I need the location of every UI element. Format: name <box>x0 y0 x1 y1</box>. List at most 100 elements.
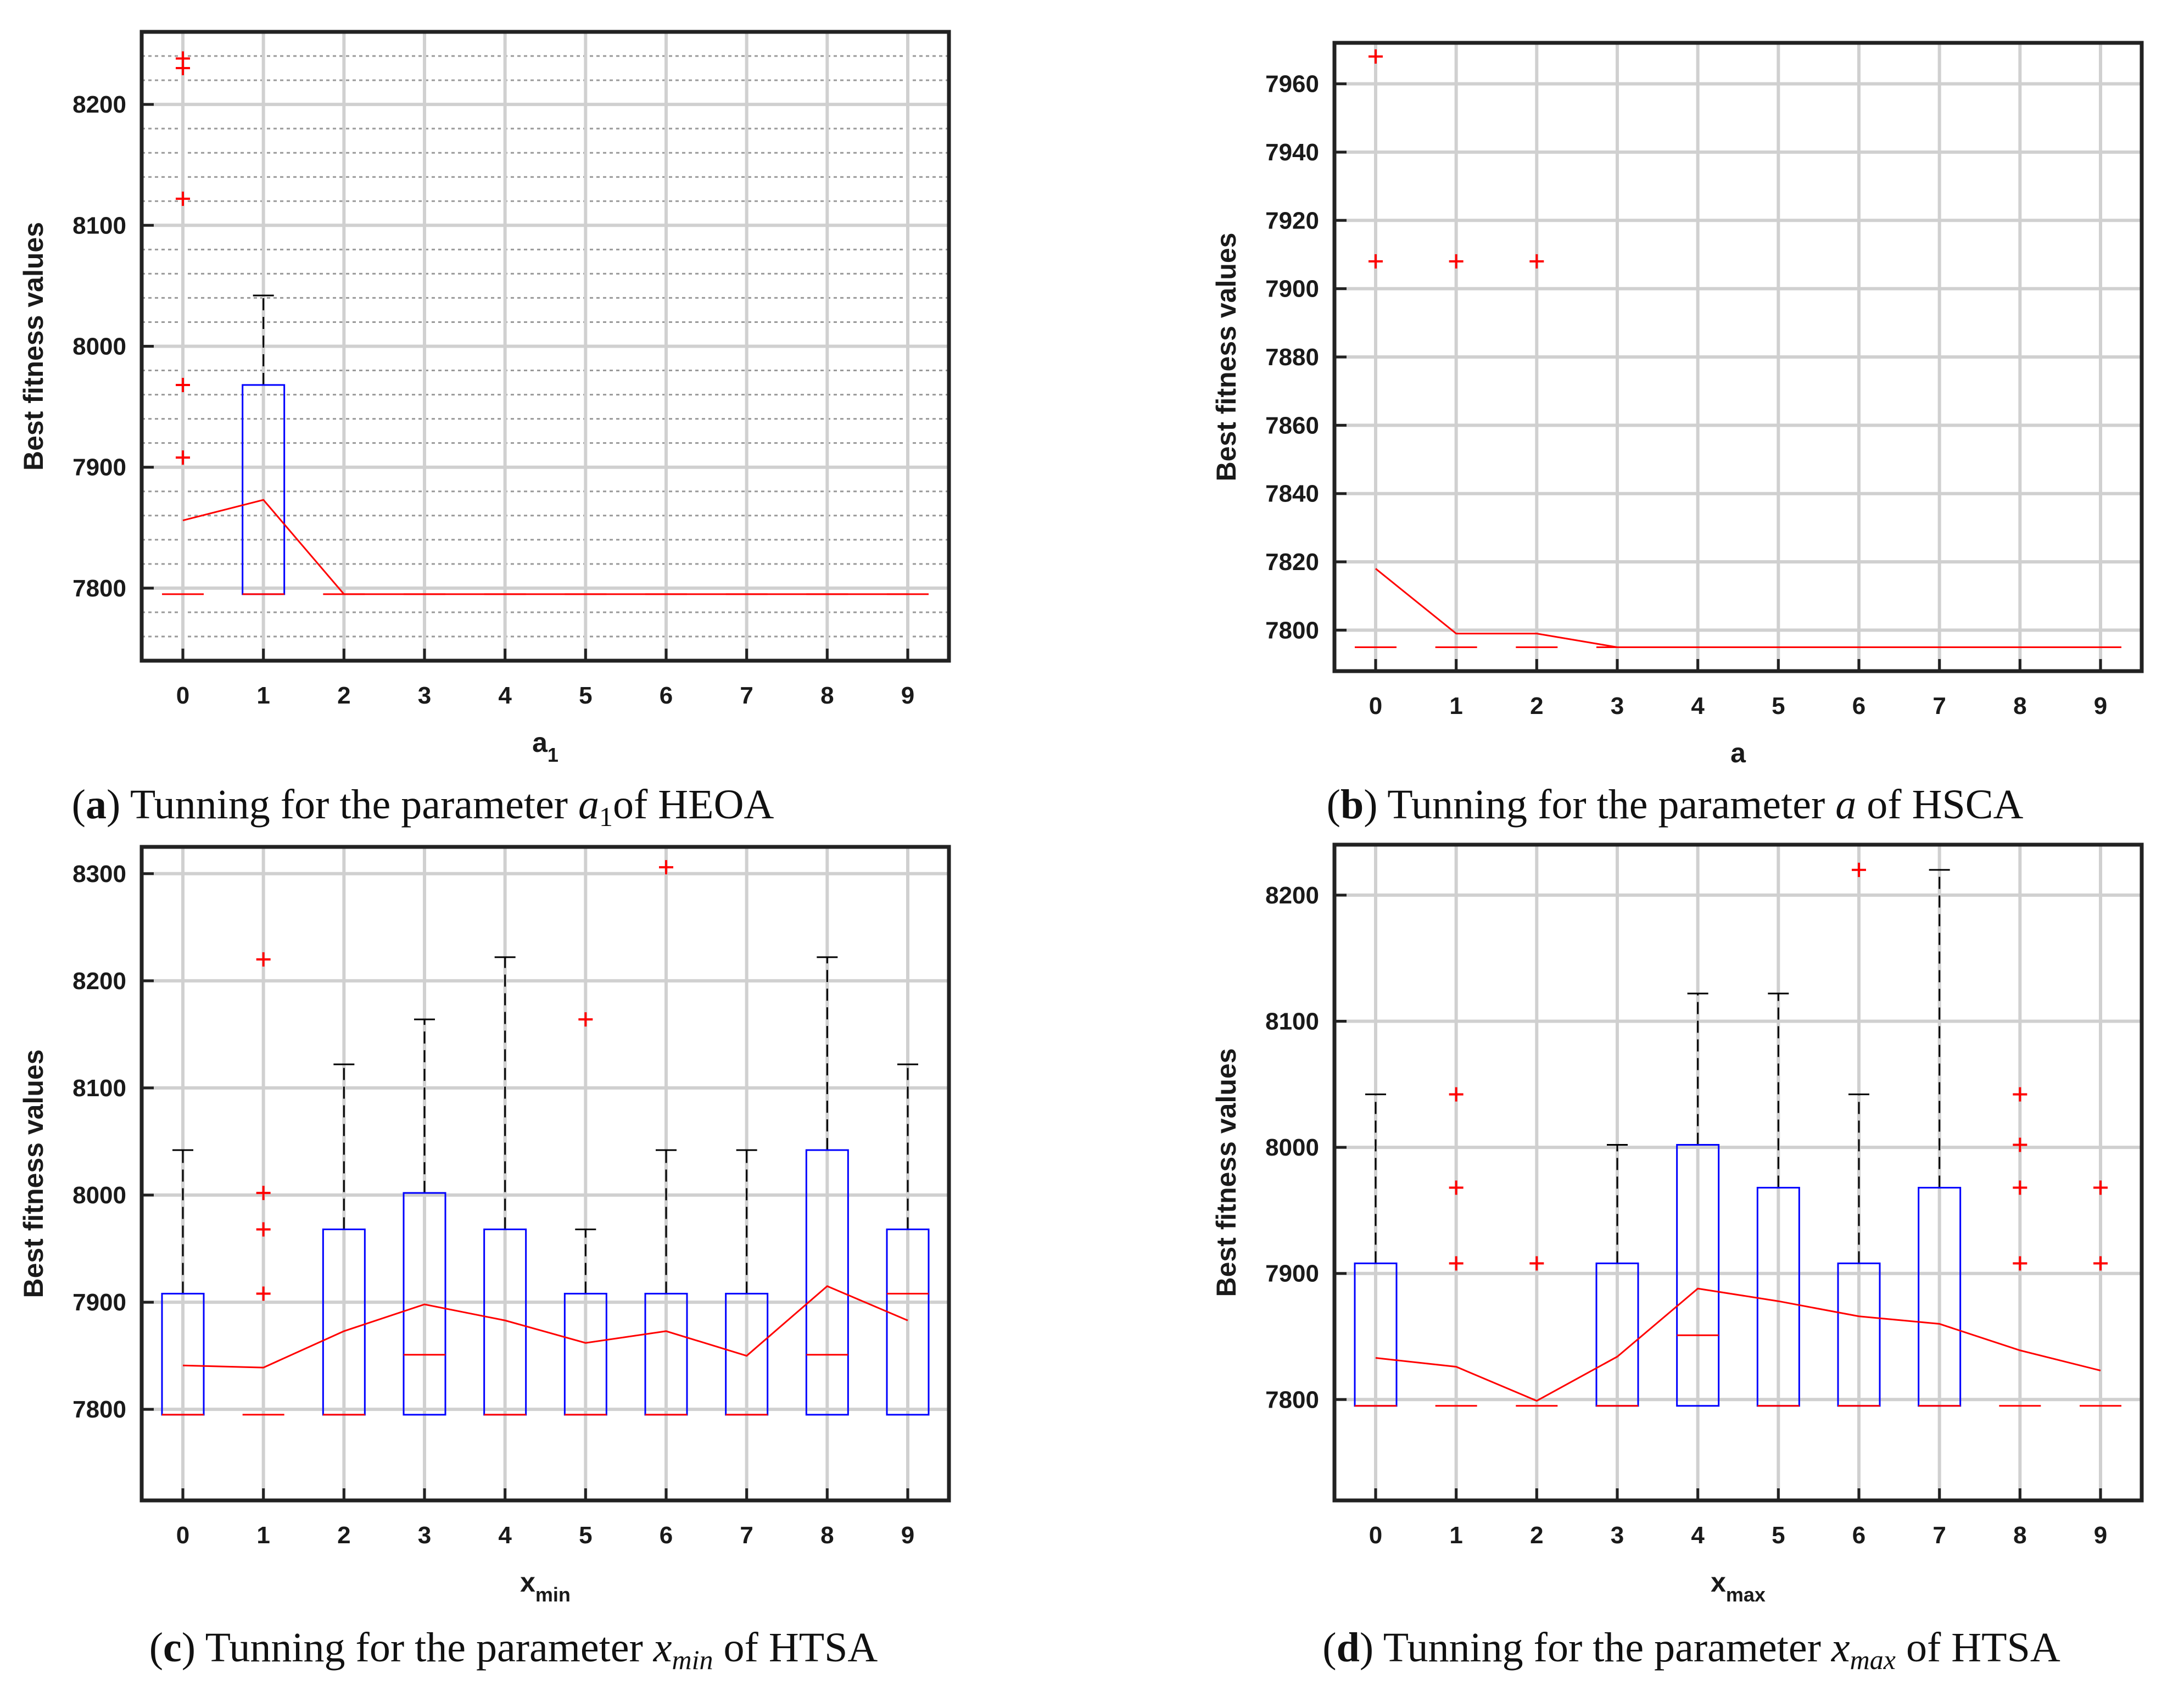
y-axis-label: Best fitness values <box>18 222 49 471</box>
y-tick-label: 8000 <box>1265 1134 1319 1161</box>
x-tick-label: 2 <box>1530 693 1543 719</box>
x-tick-label: 7 <box>1932 693 1946 719</box>
caption-c-label: c <box>163 1625 182 1671</box>
outlier-marker <box>1449 1256 1464 1271</box>
x-tick-label: 5 <box>579 1522 592 1549</box>
y-tick-label: 8000 <box>72 333 126 360</box>
x-tick-label: 6 <box>1852 1522 1865 1549</box>
y-tick-label: 8300 <box>72 861 126 888</box>
x-axis-label-main: a <box>1730 738 1746 768</box>
x-tick-label: 4 <box>1691 1522 1705 1549</box>
y-axis-label: Best fitness values <box>1211 1048 1242 1297</box>
x-tick-label: 4 <box>498 1522 512 1549</box>
x-tick-label: 9 <box>901 1522 914 1549</box>
x-tick-label: 3 <box>418 1522 431 1549</box>
x-tick-label: 9 <box>2094 1522 2107 1549</box>
outlier-marker <box>176 450 190 465</box>
y-tick-label: 8100 <box>72 1075 126 1102</box>
panel-d: 7800 7900 8000 8100 8200 0 1 2 3 4 5 6 7 8 9 Best fitne… <box>1211 842 2144 1606</box>
plot-frame <box>1332 842 2144 1503</box>
x-tick-label: 7 <box>1932 1522 1946 1549</box>
caption-d-label: d <box>1337 1625 1360 1671</box>
x-axis-label-main: x <box>520 1567 535 1598</box>
outlier-marker <box>256 1286 271 1301</box>
outlier-marker <box>2093 1256 2108 1271</box>
x-axis-label-sub: 1 <box>548 744 558 766</box>
x-tick-label: 3 <box>1611 693 1624 719</box>
caption-d-text: Tunning for the parameter <box>1383 1625 1831 1671</box>
x-tick-label: 0 <box>1369 693 1382 719</box>
caption-b-text: Tunning for the parameter <box>1387 782 1835 828</box>
caption-d-param-sub: max <box>1850 1644 1896 1675</box>
mean-line <box>182 1285 908 1369</box>
box <box>886 1228 930 1416</box>
caption-a-text: Tunning for the parameter <box>130 782 578 828</box>
panel-a: 7800 7900 8000 8100 8200 0 1 2 3 4 5 6 7 8 9 Best fitne… <box>18 30 951 766</box>
y-tick-label: 7800 <box>1265 1386 1319 1413</box>
y-tick-label: 7920 <box>1265 207 1319 234</box>
caption-a-label: a <box>86 782 107 828</box>
x-axis-label: xmax <box>1711 1567 1766 1606</box>
x-tick-label: 9 <box>901 682 914 709</box>
x-axis-label-sub: max <box>1726 1583 1766 1606</box>
x-tick-label: 2 <box>1530 1522 1543 1549</box>
outlier-marker <box>2013 1180 2027 1195</box>
outlier-marker <box>1529 254 1544 269</box>
x-tick-label: 0 <box>176 682 189 709</box>
box <box>403 1192 446 1416</box>
outlier-marker <box>1369 254 1383 269</box>
x-tick-label: 0 <box>176 1522 189 1549</box>
x-tick-label: 4 <box>498 682 512 709</box>
x-tick-label: 9 <box>2094 693 2107 719</box>
outlier-marker <box>176 51 190 66</box>
x-tick-label: 8 <box>820 682 834 709</box>
caption-b-label: b <box>1340 782 1364 828</box>
x-axis-label-main: x <box>1711 1567 1726 1598</box>
x-tick-label: 8 <box>2013 693 2026 719</box>
caption-d: (d) Tunning for the parameter xmax of HT… <box>1322 1625 2060 1675</box>
y-tick-label: 8200 <box>72 91 126 118</box>
x-tick-label: 8 <box>2013 1522 2026 1549</box>
x-tick-label: 0 <box>1369 1522 1382 1549</box>
x-tick-label: 3 <box>418 682 431 709</box>
caption-d-text-after: of HTSA <box>1896 1625 2060 1671</box>
x-tick-label: 3 <box>1611 1522 1624 1549</box>
y-tick-label: 7940 <box>1265 139 1319 166</box>
x-tick-label: 8 <box>820 1522 834 1549</box>
caption-c-param: x <box>653 1625 672 1671</box>
outlier-marker <box>2013 1087 2027 1102</box>
x-axis-label-main: a <box>532 727 548 758</box>
y-tick-label: 7800 <box>72 575 126 602</box>
caption-a-text-after: of HEOA <box>613 782 774 828</box>
box <box>1676 1143 1720 1407</box>
outlier-marker <box>1529 1256 1544 1271</box>
outlier-marker <box>2093 1180 2108 1195</box>
x-tick-label: 4 <box>1691 693 1705 719</box>
x-axis-label-sub: min <box>535 1583 571 1606</box>
y-tick-label: 8200 <box>72 968 126 995</box>
outlier-marker <box>659 860 673 875</box>
x-tick-label: 1 <box>1449 1522 1462 1549</box>
caption-a-param: a <box>578 782 599 828</box>
x-tick-label: 5 <box>1772 1522 1785 1549</box>
x-tick-label: 1 <box>256 1522 270 1549</box>
y-tick-label: 7820 <box>1265 549 1319 576</box>
y-axis-label: Best fitness values <box>18 1050 49 1298</box>
mean-line <box>1375 568 2101 648</box>
box <box>805 1149 849 1416</box>
mean-line <box>182 499 908 595</box>
y-tick-label: 7900 <box>72 1289 126 1316</box>
caption-b-text-after: of HSCA <box>1856 782 2023 828</box>
x-tick-label: 7 <box>740 1522 753 1549</box>
outlier-marker <box>256 952 271 967</box>
caption-d-param: x <box>1831 1625 1850 1671</box>
outlier-marker <box>256 1222 271 1237</box>
outlier-marker <box>2013 1137 2027 1152</box>
mean-line <box>1375 1287 2101 1402</box>
x-tick-label: 1 <box>256 682 270 709</box>
y-tick-label: 8000 <box>72 1182 126 1209</box>
outlier-marker <box>176 377 190 392</box>
x-tick-label: 2 <box>337 682 350 709</box>
x-tick-label: 6 <box>660 682 673 709</box>
